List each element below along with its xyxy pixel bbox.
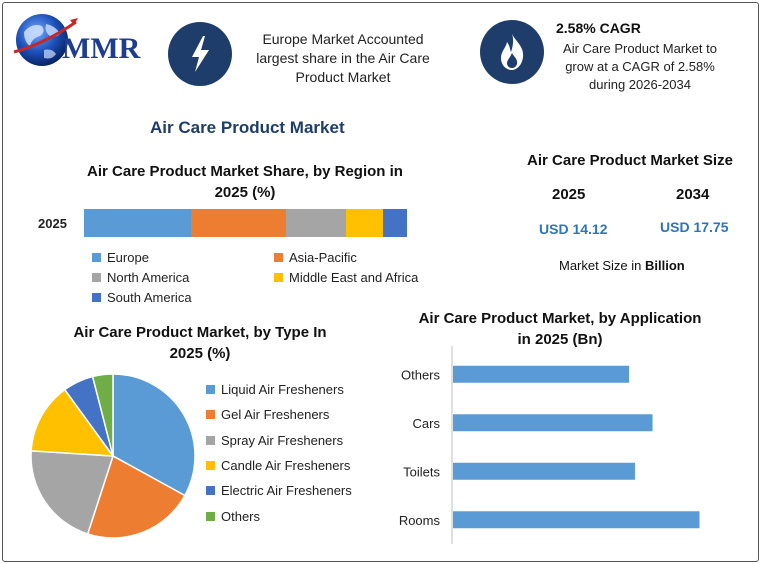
legend-label: Gel Air Fresheners [221,407,330,423]
info1-line1: Europe Market Accounted [262,31,424,47]
region-segment-middle-east-and-africa [345,209,383,237]
region-category-label: 2025 [38,216,67,231]
app-bar-cars [453,414,653,432]
region-title-line2: 2025 (%) [214,184,276,201]
lightning-icon [168,22,232,86]
region-chart-title: Air Care Product Market Share, by Region… [70,161,420,203]
region-segment-north-america [285,209,346,237]
type-legend-item: Liquid Air Fresheners [206,382,344,397]
legend-label: Electric Air Fresheners [221,483,352,499]
note-prefix: Market Size in [559,258,645,273]
info2-line2: grow at a CAGR of 2.58% [565,59,715,74]
region-legend-item: Europe [92,250,149,265]
legend-label: Candle Air Fresheners [221,457,351,473]
size-value-2025: USD 14.12 [539,221,608,237]
cagr-info: Air Care Product Market to grow at a CAG… [540,40,740,94]
type-legend-item: Gel Air Fresheners [206,407,329,422]
region-legend-item: South America [92,290,192,305]
app-tick-label: Rooms [399,513,441,528]
legend-swatch [206,460,215,470]
application-chart-title: Air Care Product Market, by Application … [400,308,720,350]
region-legend-item: North America [92,270,189,285]
size-year-2034: 2034 [676,186,710,203]
market-size-title: Air Care Product Market Size [527,152,733,169]
mmr-logo: MMR [10,6,160,72]
app-title-line1: Air Care Product Market, by Application [418,310,702,327]
size-year-2025: 2025 [552,186,586,203]
legend-label: Europe [107,250,149,265]
info1-line3: Product Market [295,69,391,85]
legend-label: Asia-Pacific [289,250,357,265]
note-unit: Billion [644,258,685,273]
legend-label: Others [221,508,261,524]
europe-share-info: Europe Market Accounted largest share in… [238,30,448,87]
type-legend-item: Candle Air Fresheners [206,458,350,473]
legend-label: Middle East and Africa [289,270,419,285]
info2-line3: during 2026-2034 [589,77,691,92]
type-title-line1: Air Care Product Market, by Type In [73,324,327,341]
pie-slice-liquid-air-fresheners [112,373,196,497]
app-bar-rooms [453,511,700,529]
legend-swatch [206,486,215,496]
pie-slice-spray-air-fresheners [30,450,115,535]
legend-label: South America [107,290,192,305]
legend-label: Liquid Air Fresheners [221,382,344,397]
legend-swatch [206,410,215,420]
legend-swatch [206,385,215,394]
flame-icon [480,20,544,84]
market-size-note: Market Size in Billion [559,258,685,273]
region-segment-south-america [382,209,407,237]
type-legend-item: Electric Air Fresheners [206,483,352,498]
region-legend-item: Asia-Pacific [274,250,357,265]
app-tick-label: Toilets [403,464,440,479]
type-chart-title: Air Care Product Market, by Type In 2025… [40,322,360,364]
legend-swatch [206,511,215,521]
type-legend: Liquid Air Fresheners Gel Air Fresheners S… [206,382,406,532]
type-legend-item: Others [206,509,260,524]
type-pie-chart [30,373,196,539]
app-bar-others [453,365,630,383]
info2-line1: Air Care Product Market to [563,41,717,56]
legend-swatch [92,273,101,282]
main-title: Air Care Product Market [150,118,345,137]
pie-slice-candle-air-fresheners [30,388,115,457]
info1-line2: largest share in the Air Care [256,50,430,66]
region-segment-europe [84,209,191,237]
logo-text: MMR [62,32,141,65]
legend-swatch [274,273,283,282]
type-legend-item: Spray Air Fresheners [206,433,343,448]
app-tick-label: Cars [413,416,441,431]
legend-swatch [206,435,215,445]
legend-swatch [92,293,101,302]
legend-swatch [92,253,101,262]
app-tick-label: Others [401,367,441,382]
size-value-2034: USD 17.75 [660,219,729,235]
region-title-line1: Air Care Product Market Share, by Region… [87,163,403,180]
globe-icon [13,14,78,66]
cagr-title: 2.58% CAGR [556,20,641,36]
region-legend: Europe Asia-Pacific North America Middle Ea… [92,250,452,310]
pie-slice-gel-air-fresheners [86,454,186,539]
region-legend-item: Middle East and Africa [274,270,418,285]
region-stacked-bar [84,209,407,237]
region-segment-asia-pacific [190,209,286,237]
type-title-line2: 2025 (%) [169,345,231,362]
legend-label: North America [107,270,190,285]
pie-slice-others [91,373,114,457]
legend-swatch [274,253,283,262]
application-bar-chart: Others Cars Toilets Rooms [399,346,700,544]
legend-label: Spray Air Fresheners [221,432,344,448]
app-bar-toilets [453,462,635,480]
app-title-line2: in 2025 (Bn) [517,331,603,348]
